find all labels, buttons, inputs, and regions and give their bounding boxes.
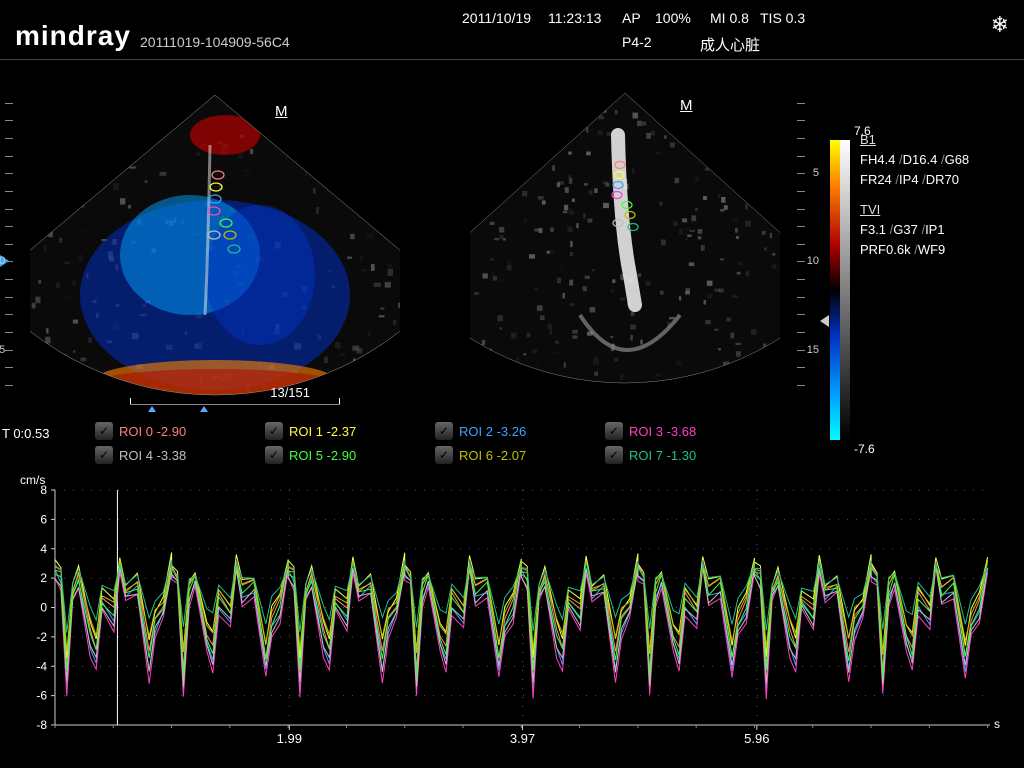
roi-label: ROI 4 -3.38	[119, 448, 186, 463]
roi-checkbox[interactable]: ✓	[95, 446, 113, 464]
roi-item-0[interactable]: ✓ ROI 0 -2.90	[95, 422, 186, 440]
exam-date: 2011/10/19	[462, 10, 531, 26]
tvi-heading: TVI	[860, 200, 969, 220]
depth-tick-label: 10	[807, 255, 819, 267]
svg-text:6: 6	[40, 512, 47, 526]
roi-item-6[interactable]: ✓ ROI 6 -2.07	[435, 446, 526, 464]
power-label: AP	[622, 10, 641, 26]
svg-text:2: 2	[40, 571, 47, 585]
roi-label: ROI 0 -2.90	[119, 424, 186, 439]
color-doppler-svg	[30, 75, 400, 405]
roi-item-4[interactable]: ✓ ROI 4 -3.38	[95, 446, 186, 464]
velocity-graph[interactable]: cm/s s -8-6-4-2024681.993.975.96	[20, 475, 1010, 745]
depth-scale-right: 51015	[787, 85, 805, 385]
roi-item-3[interactable]: ✓ ROI 3 -3.68	[605, 422, 696, 440]
scan-area: M 51015 13/151 M 51015 7.6 -7.6 B1 FH4.4…	[0, 60, 1024, 410]
svg-text:-4: -4	[36, 659, 47, 673]
exam-type: 成人心脏	[700, 34, 760, 55]
roi-item-7[interactable]: ✓ ROI 7 -1.30	[605, 446, 696, 464]
grayscale-bar	[840, 140, 850, 440]
roi-label: ROI 2 -3.26	[459, 424, 526, 439]
svg-text:5.96: 5.96	[744, 731, 769, 745]
roi-label: ROI 7 -1.30	[629, 448, 696, 463]
depth-tick-label: 5	[813, 167, 819, 179]
roi-time: T 0:0.53	[2, 426, 49, 441]
freeze-icon[interactable]: ❄	[991, 12, 1009, 38]
roi-legend: T 0:0.53 ✓ ROI 0 -2.90 ✓ ROI 1 -2.37 ✓ ROI 2 …	[0, 420, 1024, 475]
depth-tick-label: 10	[0, 255, 5, 267]
depth-scale-left: 51015	[5, 85, 23, 385]
roi-label: ROI 1 -2.37	[289, 424, 356, 439]
focus-marker-right-icon[interactable]	[820, 315, 829, 327]
svg-text:-8: -8	[36, 718, 47, 732]
roi-label: ROI 5 -2.90	[289, 448, 356, 463]
svg-text:-6: -6	[36, 689, 47, 703]
roi-checkbox[interactable]: ✓	[265, 422, 283, 440]
patient-id: 20111019-104909-56C4	[140, 34, 290, 50]
header: mindray 20111019-104909-56C4 2011/10/19 …	[0, 0, 1024, 60]
probe-label: P4-2	[622, 34, 652, 50]
roi-checkbox[interactable]: ✓	[265, 446, 283, 464]
param-line: PRF0.6k /WF9	[860, 240, 969, 260]
param-line: F3.1 /G37 /IP1	[860, 220, 969, 240]
mechanical-index: MI 0.8	[710, 10, 749, 26]
svg-text:4: 4	[40, 542, 47, 556]
power-percent: 100%	[655, 10, 691, 26]
svg-text:0: 0	[40, 601, 47, 615]
roi-checkbox[interactable]: ✓	[435, 446, 453, 464]
svg-text:3.97: 3.97	[510, 731, 535, 745]
cine-scrub-bar[interactable]	[130, 399, 340, 405]
color-doppler-view[interactable]: M 51015 13/151	[30, 75, 400, 405]
params-panel: B1 FH4.4 /D16.4 /G68FR24 /IP4 /DR70 TVI …	[860, 130, 969, 260]
brand-logo: mindray	[15, 20, 131, 52]
roi-item-2[interactable]: ✓ ROI 2 -3.26	[435, 422, 526, 440]
velocity-colorbar: 7.6 -7.6	[830, 140, 850, 440]
roi-label: ROI 6 -2.07	[459, 448, 526, 463]
bmode-heading: B1	[860, 130, 969, 150]
depth-tick-label: 15	[0, 344, 5, 356]
frame-counter: 13/151	[270, 385, 310, 400]
param-line: FR24 /IP4 /DR70	[860, 170, 969, 190]
roi-checkbox[interactable]: ✓	[435, 422, 453, 440]
roi-label: ROI 3 -3.68	[629, 424, 696, 439]
svg-text:1.99: 1.99	[277, 731, 302, 745]
svg-text:-2: -2	[36, 630, 47, 644]
roi-checkbox[interactable]: ✓	[95, 422, 113, 440]
bmode-svg	[470, 75, 780, 405]
depth-tick-label: 15	[807, 344, 819, 356]
roi-checkbox[interactable]: ✓	[605, 422, 623, 440]
bmode-view[interactable]: M 51015	[470, 75, 780, 405]
exam-time: 11:23:13	[548, 10, 601, 26]
thermal-index: TIS 0.3	[760, 10, 805, 26]
roi-item-1[interactable]: ✓ ROI 1 -2.37	[265, 422, 356, 440]
graph-svg: -8 -6 -4 -2 0 2 4 6 8 1.99 3.97 5.96	[20, 475, 1010, 745]
svg-text:8: 8	[40, 483, 47, 497]
m-mode-marker-right[interactable]: M	[680, 97, 693, 114]
roi-item-5[interactable]: ✓ ROI 5 -2.90	[265, 446, 356, 464]
param-line: FH4.4 /D16.4 /G68	[860, 150, 969, 170]
m-mode-marker-left[interactable]: M	[275, 103, 288, 120]
roi-checkbox[interactable]: ✓	[605, 446, 623, 464]
